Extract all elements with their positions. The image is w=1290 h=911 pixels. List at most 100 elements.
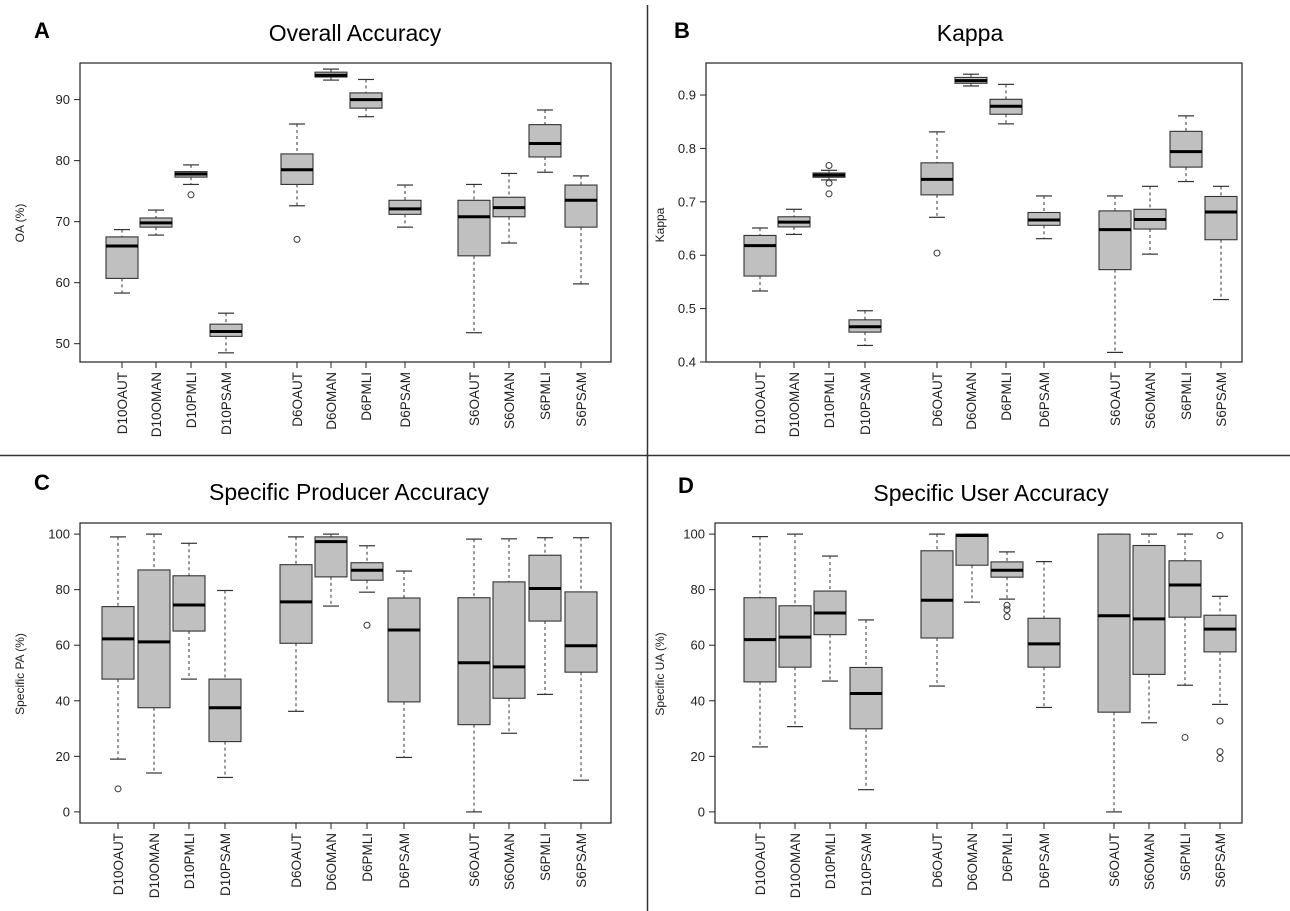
iqr-box <box>388 199 422 215</box>
iqr-box <box>457 597 491 726</box>
x-tick-label: D6OMAN <box>324 833 339 891</box>
outlier-point <box>293 235 301 243</box>
outlier-point <box>1003 606 1011 614</box>
iqr-box <box>955 533 989 566</box>
iqr-box <box>387 597 421 703</box>
x-tick-label: D10OAUT <box>111 833 126 895</box>
box-d10oaut <box>743 536 777 748</box>
y-tick-label: 80 <box>56 153 70 168</box>
x-tick-label: S6PMLI <box>1178 833 1193 881</box>
x-tick-label: D10OMAN <box>787 372 802 437</box>
plot-frame <box>79 62 612 363</box>
x-tick-label: D10OMAN <box>788 833 803 898</box>
panel-label: D <box>678 473 694 498</box>
y-tick-label: 40 <box>56 693 70 708</box>
box-d6oaut <box>279 536 313 712</box>
box-d10oaut <box>743 227 777 292</box>
outlier-point <box>1181 733 1189 741</box>
x-tick-label: S6PSAM <box>1214 372 1229 427</box>
outlier-point <box>825 179 833 187</box>
box-s6oaut <box>1097 533 1131 813</box>
x-tick-label: D6PMLI <box>360 833 375 882</box>
y-axis: 0.4 0.5 0.6 0.7 0.8 0.9 <box>678 88 706 370</box>
y-tick-label: 60 <box>691 638 705 653</box>
box-d10pmli <box>812 162 846 198</box>
y-tick-label: 0.5 <box>678 301 696 316</box>
x-tick-label: D10OAUT <box>753 372 768 434</box>
box-d10oaut <box>105 228 139 294</box>
x-tick-label: D6OMAN <box>324 372 339 430</box>
iqr-box <box>492 581 526 699</box>
iqr-box <box>1169 130 1203 168</box>
chart-title: Kappa <box>937 20 1004 46</box>
plot-frame <box>705 62 1243 363</box>
x-tick-label: D10OAUT <box>115 372 130 434</box>
x-tick-label: S6OAUT <box>467 833 482 887</box>
x-tick-label: D6PSAM <box>1037 372 1052 428</box>
box-d6psam <box>1027 195 1061 240</box>
y-axis-label: OA (%) <box>13 204 27 243</box>
box-s6oman <box>1133 185 1167 255</box>
box-d10psam <box>848 310 882 347</box>
y-tick-label: 50 <box>56 336 70 351</box>
x-tick-label: D6PMLI <box>999 372 1014 421</box>
x-tick-label: S6PMLI <box>1179 372 1194 420</box>
y-tick-label: 90 <box>56 92 70 107</box>
iqr-box <box>1168 560 1202 618</box>
box-s6oman <box>492 538 526 734</box>
y-tick-label: 0 <box>63 804 70 819</box>
iqr-box <box>172 575 206 632</box>
outlier-point <box>933 249 941 257</box>
x-axis: D10OAUT D10OMAN D10PMLI D10PSAM D6OAUT D6OMAN… <box>111 823 589 898</box>
iqr-box <box>920 550 954 639</box>
iqr-box <box>101 606 135 680</box>
box-d10pmli <box>174 164 208 199</box>
chart-title: Specific User Accuracy <box>873 480 1109 506</box>
x-tick-label: D10PMLI <box>184 372 199 428</box>
outlier-point <box>1003 601 1011 609</box>
box-d6pmli <box>350 545 384 629</box>
x-tick-label: S6OAUT <box>1107 833 1122 887</box>
y-axis: 50 60 70 80 90 <box>56 92 80 351</box>
x-tick-label: D6OAUT <box>930 833 945 888</box>
y-tick-label: 0 <box>698 804 705 819</box>
box-d10psam <box>209 312 243 354</box>
x-tick-label: D6OMAN <box>964 372 979 430</box>
box-s6pmli <box>1169 115 1203 183</box>
x-tick-label: S6OAUT <box>1108 372 1123 426</box>
panel-b: B Kappa Kappa 0.4 0.5 0.6 0.7 0.8 0.9 D10OAUT… <box>653 18 1243 437</box>
y-tick-label: 100 <box>48 527 70 542</box>
x-tick-label: D10OMAN <box>149 372 164 437</box>
box-s6pmli <box>528 537 562 695</box>
box-s6pmli <box>528 109 562 173</box>
x-tick-label: D10PSAM <box>859 833 874 896</box>
y-tick-label: 80 <box>56 582 70 597</box>
outlier-point <box>1216 748 1224 756</box>
box-d6oman <box>314 68 348 81</box>
outlier-point <box>1216 717 1224 725</box>
x-tick-label: S6PSAM <box>1213 833 1228 888</box>
box-d10oman <box>778 533 812 728</box>
panel-d: D Specific User Accuracy Specific UA (%)… <box>653 473 1243 898</box>
box-series <box>743 73 1238 353</box>
x-tick-label: D6OAUT <box>290 372 305 427</box>
x-axis: D10OAUT D10OMAN D10PMLI D10PSAM D6OAUT D6OMAN… <box>753 823 1228 898</box>
box-s6oaut <box>457 538 491 813</box>
outlier-point <box>1216 532 1224 539</box>
x-tick-label: D6OAUT <box>289 833 304 888</box>
box-series <box>743 532 1237 813</box>
box-d10pmli <box>813 555 847 682</box>
x-tick-label: D10PMLI <box>182 833 197 889</box>
panel-label: A <box>34 18 50 43</box>
box-s6psam <box>1204 185 1238 301</box>
y-tick-label: 0.6 <box>678 248 696 263</box>
y-tick-label: 40 <box>691 693 705 708</box>
y-axis-label: Specific PA (%) <box>13 633 27 715</box>
x-tick-label: D6PMLI <box>1000 833 1015 882</box>
outlier-point <box>114 785 122 793</box>
y-tick-label: 0.4 <box>678 355 696 370</box>
iqr-box <box>849 666 883 730</box>
x-axis: D10OAUT D10OMAN D10PMLI D10PSAM D6OAUT D6OMAN… <box>753 362 1229 437</box>
box-d6oaut <box>920 533 954 687</box>
y-tick-label: 80 <box>691 582 705 597</box>
